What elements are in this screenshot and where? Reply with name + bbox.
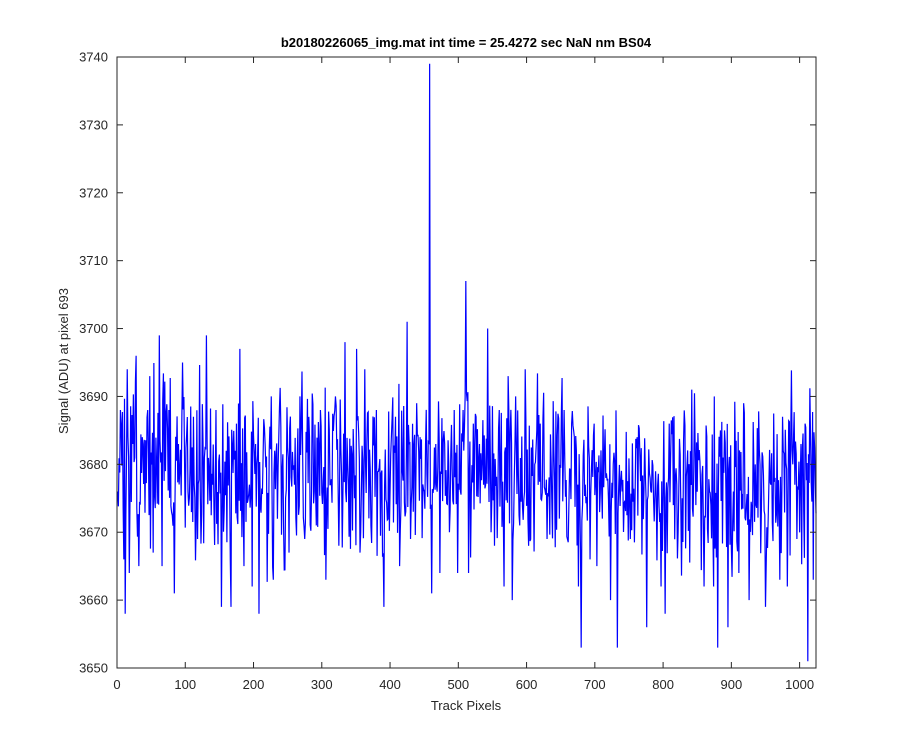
chart-title: b20180226065_img.mat int time = 25.4272 …	[281, 35, 652, 50]
y-tick-label: 3670	[79, 525, 108, 540]
x-tick-label: 600	[516, 677, 538, 692]
x-tick-label: 900	[721, 677, 743, 692]
plot-area-box	[116, 56, 817, 669]
x-tick-label: 200	[243, 677, 265, 692]
y-tick-label: 3660	[79, 593, 108, 608]
x-tick-label: 100	[174, 677, 196, 692]
y-tick-label: 3650	[79, 661, 108, 676]
axes-layer	[116, 56, 817, 669]
y-tick-label: 3730	[79, 117, 108, 132]
plot-lines-layer	[117, 63, 817, 662]
x-tick-label: 1000	[785, 677, 814, 692]
y-tick-label: 3710	[79, 253, 108, 268]
y-tick-label: 3700	[79, 321, 108, 336]
x-tick-label: 700	[584, 677, 606, 692]
x-tick-label: 0	[113, 677, 120, 692]
x-tick-label: 800	[652, 677, 674, 692]
series-line-0	[117, 63, 817, 662]
y-tick-label: 3740	[79, 50, 108, 65]
y-tick-label: 3690	[79, 389, 108, 404]
y-tick-label: 3680	[79, 457, 108, 472]
ticks-layer: 0 100 200 300 400 500 600 700 800 900 1000 3650 3660…	[79, 50, 816, 692]
x-axis-title: Track Pixels	[431, 698, 502, 713]
x-tick-label: 400	[379, 677, 401, 692]
x-tick-label: 500	[447, 677, 469, 692]
y-tick-label: 3720	[79, 185, 108, 200]
y-axis-title: Signal (ADU) at pixel 693	[56, 288, 71, 434]
x-tick-label: 300	[311, 677, 333, 692]
